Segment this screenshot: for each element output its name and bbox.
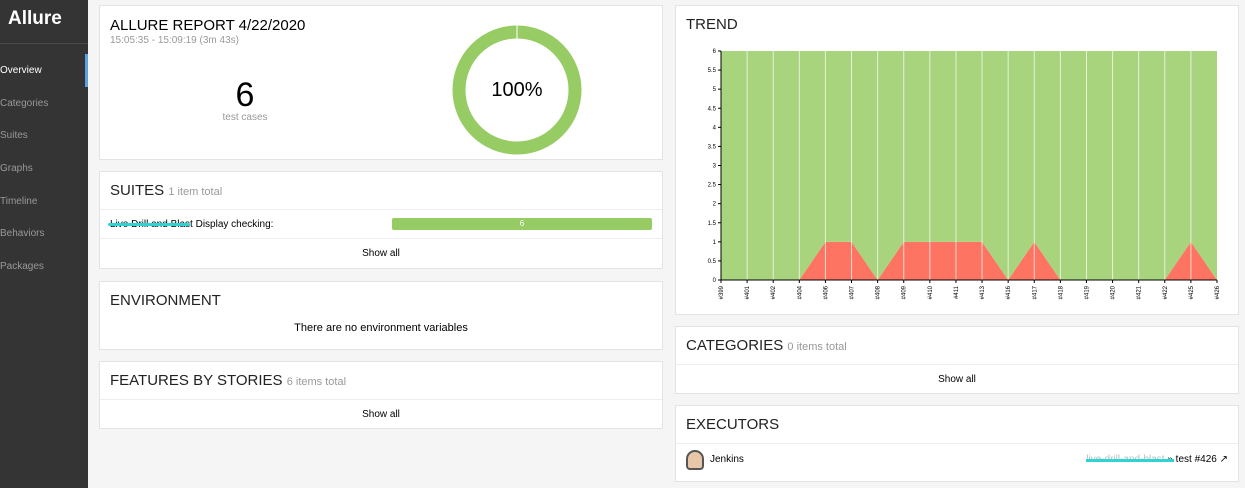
y-tick-label: 0.5 — [708, 259, 717, 265]
executors-card: EXECUTORS Jenkins live-drill-and-blast »… — [675, 405, 1239, 482]
sidebar-item-overview[interactable]: Overview — [0, 54, 88, 87]
sidebar-item-suites[interactable]: Suites — [0, 130, 28, 142]
y-tick-label: 4.5 — [708, 106, 717, 112]
y-tick-label: 2 — [713, 202, 717, 208]
suite-row[interactable]: Live Drill and Blast Display checking: 6 — [100, 209, 662, 238]
sidebar: Allure Overview Categories Suites Graphs Tim… — [0, 0, 88, 488]
x-tick-label: #407 — [850, 285, 856, 299]
x-tick-label: #409 — [902, 285, 908, 299]
categories-title: CATEGORIES — [686, 337, 784, 354]
redaction-mark — [1086, 459, 1175, 462]
external-link-icon: ↗ — [1219, 454, 1228, 465]
suite-bar: 6 — [392, 218, 652, 230]
x-tick-label: #406 — [823, 285, 829, 299]
environment-title: ENVIRONMENT — [110, 292, 221, 309]
y-tick-label: 1 — [713, 240, 717, 246]
x-tick-label: #425 — [1189, 285, 1195, 299]
summary-card: ALLURE REPORT 4/22/2020 15:05:35 - 15:09… — [99, 5, 663, 160]
report-title: ALLURE REPORT 4/22/2020 — [110, 17, 306, 34]
x-tick-label: #421 — [1137, 285, 1143, 299]
test-count: 6 — [235, 76, 255, 114]
features-show-all[interactable]: Show all — [100, 399, 662, 428]
x-tick-label: #426 — [1215, 285, 1221, 299]
sidebar-item-packages[interactable]: Packages — [0, 260, 44, 272]
executor-name: Jenkins — [710, 454, 744, 465]
x-tick-label: #417 — [1032, 285, 1038, 299]
y-tick-label: 0 — [713, 278, 717, 284]
x-tick-label: #401 — [745, 285, 751, 299]
features-card: FEATURES BY STORIES 6 items total Show a… — [99, 361, 663, 429]
passed-area — [721, 51, 1217, 280]
suites-title: SUITES — [110, 182, 165, 199]
x-tick-label: #422 — [1163, 285, 1169, 299]
executor-build-link[interactable]: live-drill-and-blast » test #426 ↗ — [1086, 454, 1228, 465]
sidebar-item-categories[interactable]: Categories — [0, 97, 49, 109]
y-tick-label: 1.5 — [708, 221, 717, 227]
build-name: » test #426 — [1167, 454, 1217, 465]
test-count-label: test cases — [222, 112, 268, 123]
redaction-mark — [108, 223, 190, 226]
x-tick-label: #402 — [771, 285, 777, 299]
success-percent: 100% — [491, 79, 543, 101]
environment-card: ENVIRONMENT There are no environment var… — [99, 281, 663, 350]
x-tick-label: #413 — [980, 285, 986, 299]
y-tick-label: 4 — [713, 125, 717, 131]
x-tick-label: #418 — [1058, 285, 1064, 299]
x-tick-label: #411 — [954, 285, 960, 299]
executor-row: Jenkins live-drill-and-blast » test #426… — [676, 443, 1238, 475]
x-tick-label: #420 — [1111, 285, 1117, 299]
features-title: FEATURES BY STORIES — [110, 372, 283, 389]
trend-card: TREND #399 #401 #402 #404 #406 #407 #408 #409 #4… — [675, 5, 1239, 315]
y-tick-label: 5 — [713, 87, 717, 93]
y-tick-label: 2.5 — [708, 183, 717, 189]
categories-subtitle: 0 items total — [787, 341, 847, 353]
environment-empty: There are no environment variables — [294, 322, 468, 334]
sidebar-item-behaviors[interactable]: Behaviors — [0, 228, 45, 240]
features-subtitle: 6 items total — [286, 376, 347, 388]
x-tick-label: #404 — [797, 285, 803, 299]
suites-show-all[interactable]: Show all — [100, 238, 662, 267]
x-tick-label: #408 — [876, 285, 882, 299]
executors-title: EXECUTORS — [686, 416, 780, 433]
categories-show-all[interactable]: Show all — [676, 364, 1238, 393]
suites-subtitle: 1 item total — [168, 186, 223, 198]
suites-card: SUITES 1 item total Live Drill and Blast… — [99, 171, 663, 269]
x-tick-label: #416 — [1006, 285, 1012, 299]
categories-card: CATEGORIES 0 items total Show all — [675, 326, 1239, 394]
y-tick-label: 3 — [713, 164, 717, 170]
x-tick-label: #410 — [928, 285, 934, 299]
sidebar-item-graphs[interactable]: Graphs — [0, 162, 33, 174]
x-tick-label: #419 — [1084, 285, 1090, 299]
y-tick-label: 6 — [713, 49, 717, 55]
trend-title: TREND — [686, 16, 738, 33]
success-donut — [452, 25, 582, 155]
jenkins-avatar-icon — [686, 449, 704, 470]
y-tick-label: 5.5 — [708, 68, 717, 74]
y-tick-label: 3.5 — [708, 144, 717, 150]
failed-area — [721, 241, 1217, 280]
brand-logo[interactable]: Allure — [0, 0, 88, 44]
trend-chart: #399 #401 #402 #404 #406 #407 #408 #409 #410 #411… — [708, 49, 1221, 299]
suite-name: Live Drill and Blast Display checking: — [110, 218, 274, 230]
sidebar-item-timeline[interactable]: Timeline — [0, 195, 38, 207]
report-time: 15:05:35 - 15:09:19 (3m 43s) — [110, 35, 239, 46]
x-tick-label: #399 — [719, 285, 725, 299]
